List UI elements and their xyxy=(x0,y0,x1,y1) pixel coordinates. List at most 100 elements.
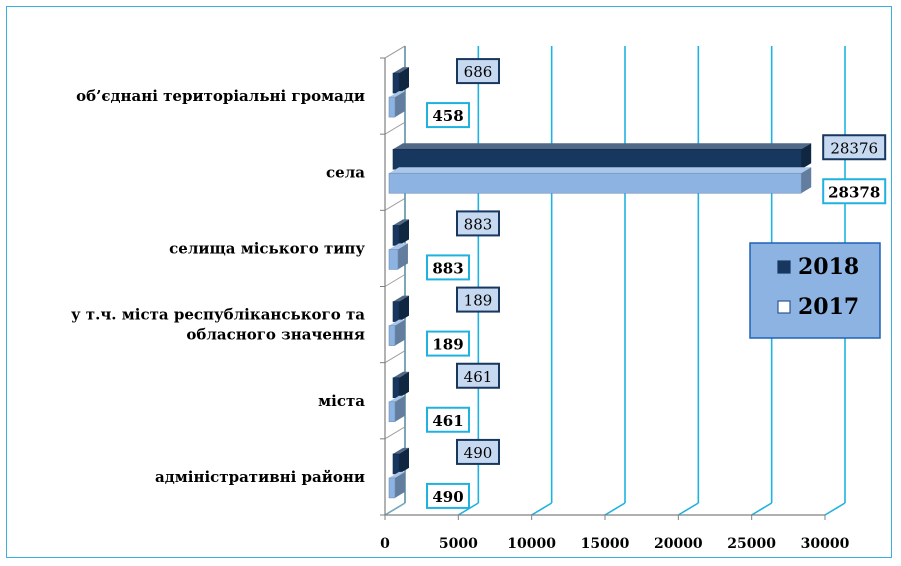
bars xyxy=(388,67,812,499)
bar-2018-side xyxy=(399,219,409,246)
x-tick-label: 25000 xyxy=(727,536,776,552)
category-label: села xyxy=(326,163,365,181)
bar-2018-front xyxy=(392,148,802,170)
data-label-box-2017 xyxy=(822,178,887,205)
x-tick-label: 0 xyxy=(380,536,390,552)
bar-2017-side xyxy=(395,395,405,422)
data-label-2017: 883 xyxy=(432,259,463,277)
bar-2018-front xyxy=(392,453,400,475)
bar-2018-top xyxy=(393,67,409,74)
side-wall-line xyxy=(384,274,406,287)
bar-2017-front xyxy=(388,96,396,118)
side-wall-line xyxy=(384,45,406,59)
side-wall-line xyxy=(384,426,406,440)
bar-2018 xyxy=(392,295,409,322)
side-wall-line xyxy=(384,350,406,364)
x-tick-labels: 0 5000 10000 15000 20000 25000 30000 xyxy=(380,536,849,552)
bar-2018-front xyxy=(392,72,400,94)
gridline-floor xyxy=(604,502,626,516)
bar-2018-top xyxy=(393,143,812,150)
side-wall-line xyxy=(384,197,406,211)
x-tick-label: 5000 xyxy=(439,536,478,552)
bar-2018-front xyxy=(392,377,400,399)
data-label-2017: 28378 xyxy=(828,183,880,201)
data-label-2017: 189 xyxy=(432,336,463,354)
bar-2017-side xyxy=(395,471,405,498)
gridline-floor xyxy=(457,502,479,516)
data-label-box-2017 xyxy=(426,330,470,357)
legend-label-2017: 2017 xyxy=(798,294,859,320)
bar-2018 xyxy=(392,219,409,246)
data-label-box-2018 xyxy=(456,58,500,85)
bar-2017-front xyxy=(388,477,396,499)
bar-2018 xyxy=(392,371,409,399)
data-label-box-2017 xyxy=(426,406,470,433)
category-label: обласного значення xyxy=(186,326,365,344)
data-label-2018: 883 xyxy=(464,215,493,233)
bar-2017 xyxy=(388,91,405,118)
legend-swatch-2018 xyxy=(777,260,791,274)
data-label-box-2017 xyxy=(426,254,470,281)
bar-2017 xyxy=(388,243,408,270)
bar-2017 xyxy=(388,471,405,499)
bar-2017 xyxy=(388,319,405,346)
x-tick-label: 15000 xyxy=(581,536,630,552)
bar-2018-side xyxy=(399,447,409,474)
bar-2018-side xyxy=(801,143,812,170)
data-label-2018: 461 xyxy=(464,368,493,386)
legend-box xyxy=(749,242,881,339)
data-label-box-2018 xyxy=(456,362,500,389)
bar-2018-front xyxy=(392,225,400,246)
bar-2017-front xyxy=(388,249,399,270)
bar-2017-top xyxy=(389,471,405,478)
bar-2018-top xyxy=(393,219,409,226)
data-label-box-2017 xyxy=(426,482,470,509)
data-label-2018: 28376 xyxy=(830,139,878,157)
data-label-2017: 458 xyxy=(432,107,463,125)
bar-2018-top xyxy=(393,295,409,302)
bar-2018-side xyxy=(399,371,409,398)
bar-2018 xyxy=(392,67,409,94)
bar-2017-top xyxy=(389,319,405,326)
bar-2017-front xyxy=(388,401,396,423)
category-label: адміністративні райони xyxy=(155,468,365,486)
gridline-floor xyxy=(751,502,773,516)
category-label: міста xyxy=(318,392,365,410)
bar-2017-side xyxy=(801,167,812,194)
bar-2017-top xyxy=(389,167,812,174)
gridline-floor xyxy=(824,502,846,516)
data-label-2017: 461 xyxy=(432,412,463,430)
x-tick-label: 20000 xyxy=(654,536,703,552)
bar-2018-front xyxy=(392,301,400,322)
category-label: об’єднані територіальні громади xyxy=(76,87,365,105)
data-label-box-2018 xyxy=(456,210,500,237)
side-wall-line xyxy=(384,502,406,516)
data-label-box-2018 xyxy=(456,438,500,465)
data-label-box-2018 xyxy=(456,286,500,313)
data-label-box-2018 xyxy=(822,134,887,161)
bar-2018 xyxy=(392,447,409,475)
data-label-2018: 189 xyxy=(464,292,493,310)
category-label: селища міського типу xyxy=(169,239,365,257)
x-tick-label: 30000 xyxy=(801,536,850,552)
bar-2017-side xyxy=(395,91,405,118)
bar-2017-top xyxy=(389,91,405,98)
category-label: у т.ч. міста республіканського та xyxy=(71,306,365,324)
data-label-box-2017 xyxy=(426,102,470,129)
legend: 2018 2017 xyxy=(749,242,881,339)
chart-frame xyxy=(6,6,892,558)
bar-2017-front xyxy=(388,325,396,346)
legend-swatch-2017 xyxy=(777,300,791,314)
gridline-floor xyxy=(531,502,553,516)
bar-2018-top xyxy=(393,371,409,378)
axes xyxy=(380,45,826,520)
data-label-2017: 490 xyxy=(432,488,463,506)
legend-label-2018: 2018 xyxy=(798,254,859,280)
category-labels: адміністративні райони міста у т.ч. міста … xyxy=(71,87,365,486)
side-wall-line xyxy=(384,121,406,135)
bar-2017 xyxy=(388,395,405,423)
bar-2017 xyxy=(388,167,812,194)
gridline-floor xyxy=(677,502,699,516)
bar-2017-front xyxy=(388,172,802,194)
